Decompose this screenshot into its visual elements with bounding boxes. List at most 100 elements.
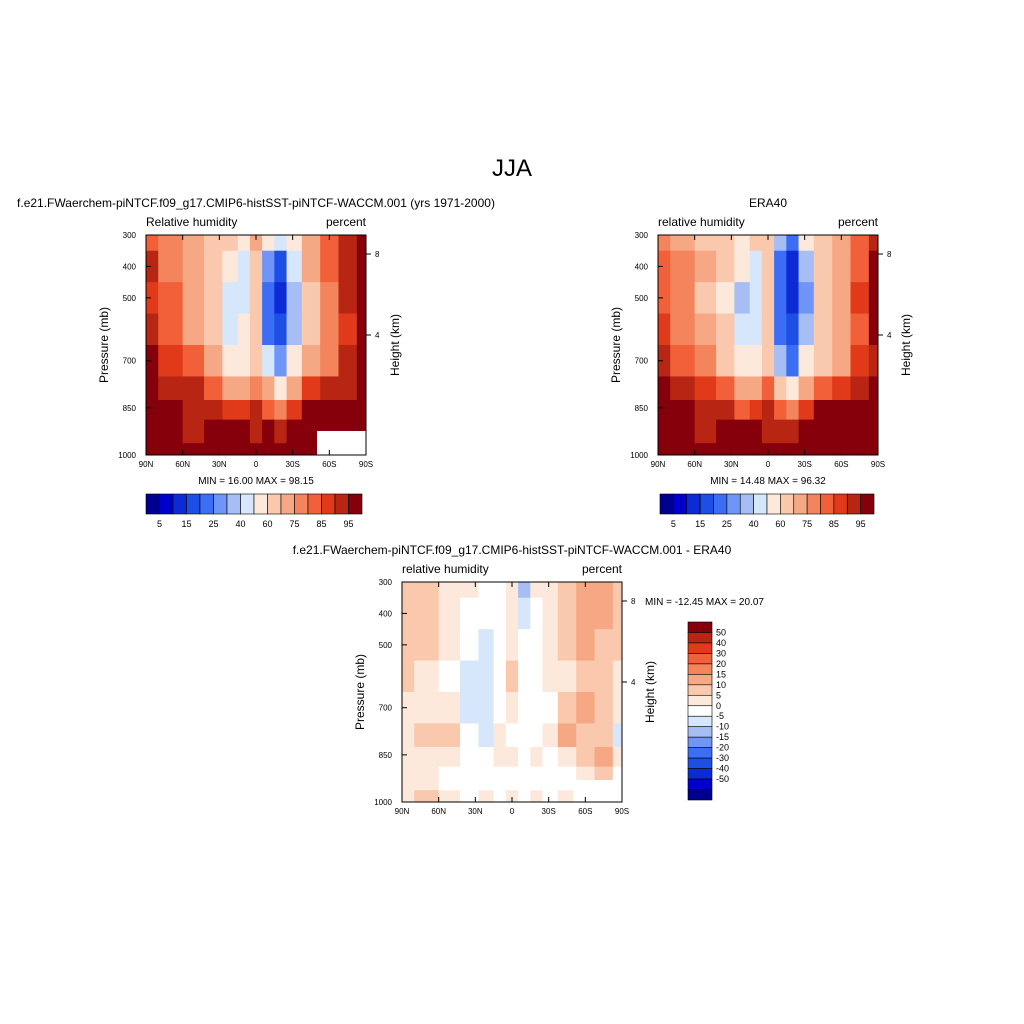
heatmap-cell (530, 629, 543, 661)
colorbar-box (307, 493, 322, 515)
heatmap-cell (612, 582, 623, 599)
colorbar-box (213, 493, 228, 515)
colorbar-box (739, 493, 754, 515)
heatmap-cell (694, 443, 717, 456)
heatmap-cell (868, 400, 879, 421)
colorbar-label: -40 (716, 764, 729, 774)
heatmap-cell (414, 660, 440, 693)
heatmap-cell (734, 376, 751, 401)
heatmap-cell (286, 250, 303, 283)
heatmap-cell (694, 400, 717, 421)
y2-tick-label: 8 (887, 250, 892, 259)
heatmap-cell (356, 313, 367, 346)
heatmap-cell (262, 313, 275, 346)
heatmap-cell (493, 629, 507, 661)
heatmap-cell (301, 419, 321, 444)
colorbar-box (240, 493, 255, 515)
heatmap-cell (262, 345, 275, 377)
colorbar-box (687, 632, 713, 644)
heatmap-cell (301, 313, 321, 346)
heatmap-cell (850, 443, 870, 456)
heatmap-cell (249, 443, 263, 456)
heatmap-cell (612, 597, 623, 630)
x-tick-label: 60S (322, 460, 336, 469)
heatmap-cell (670, 443, 696, 456)
heatmap-cell (530, 723, 543, 748)
y-tick-label: 850 (379, 751, 393, 760)
heatmap-cell (734, 313, 751, 346)
heatmap-cell (850, 400, 870, 421)
heatmap-cell (320, 313, 339, 346)
y-tick-label: 500 (635, 294, 649, 303)
panel-difference-field-label: relative humidity (402, 562, 489, 576)
heatmap-cell (249, 235, 263, 252)
x-tick-label: 30S (798, 460, 812, 469)
colorbar-box (780, 493, 795, 515)
heatmap-cell (249, 250, 263, 283)
heatmap-cell (402, 790, 415, 803)
colorbar-box (172, 493, 187, 515)
colorbar-label: 5 (716, 690, 721, 700)
heatmap-cell (182, 400, 205, 421)
heatmap-cell (505, 597, 519, 630)
heatmap-cell (832, 313, 851, 346)
heatmap-cell (438, 766, 461, 791)
heatmap-cell (320, 282, 339, 314)
colorbar-box (687, 705, 713, 717)
heatmap-cell (716, 235, 735, 252)
heatmap-cell (237, 235, 251, 252)
heatmap-cell (249, 313, 263, 346)
colorbar-label: 60 (775, 519, 785, 529)
heatmap-cell (274, 376, 287, 401)
colorbar-box (806, 493, 821, 515)
heatmap-cell (222, 400, 239, 421)
heatmap-cell (813, 250, 833, 283)
heatmap-cell (182, 250, 205, 283)
heatmap-cell (460, 692, 479, 724)
heatmap-cell (146, 250, 159, 283)
heatmap-cell (460, 597, 479, 630)
heatmap-cell (798, 235, 815, 252)
y-tick-label: 300 (635, 231, 649, 240)
heatmap-cell (716, 400, 735, 421)
colorbar-box (186, 493, 201, 515)
heatmap-cell (670, 282, 696, 314)
heatmap-cell (274, 313, 287, 346)
heatmap-cell (658, 282, 671, 314)
heatmap-cell (158, 235, 184, 252)
heatmap-cell (542, 747, 559, 768)
heatmap-cell (716, 250, 735, 283)
heatmap-cell (518, 660, 531, 693)
heatmap-cell (813, 443, 833, 456)
heatmap-cell (438, 692, 461, 724)
heatmap-cell (749, 250, 763, 283)
heatmap-cell (518, 790, 531, 803)
heatmap-cell (338, 313, 358, 346)
heatmap-cell (338, 400, 358, 421)
x-tick-label: 30S (286, 460, 300, 469)
heatmap-cell (786, 250, 799, 283)
colorbar-label: -50 (716, 774, 729, 784)
colorbar-box (159, 493, 174, 515)
heatmap-cell (460, 723, 479, 748)
heatmap-cell (146, 400, 159, 421)
colorbar-label: 5 (671, 519, 676, 529)
heatmap-cell (557, 692, 577, 724)
heatmap-cell (850, 282, 870, 314)
heatmap-cell (460, 582, 479, 599)
heatmap-cell (222, 250, 239, 283)
heatmap-cell (813, 235, 833, 252)
heatmap-cell (670, 376, 696, 401)
heatmap-cell (505, 747, 519, 768)
heatmap-cell (774, 443, 787, 456)
heatmap-cell (222, 419, 239, 444)
heatmap-cell (542, 692, 559, 724)
colorbar-label: 75 (802, 519, 812, 529)
heatmap-cell (146, 376, 159, 401)
colorbar-box (687, 726, 713, 738)
heatmap-cell (557, 766, 577, 791)
heatmap-cell (694, 313, 717, 346)
heatmap-cell (204, 282, 223, 314)
heatmap-cell (414, 747, 440, 768)
colorbar-box (687, 674, 713, 686)
